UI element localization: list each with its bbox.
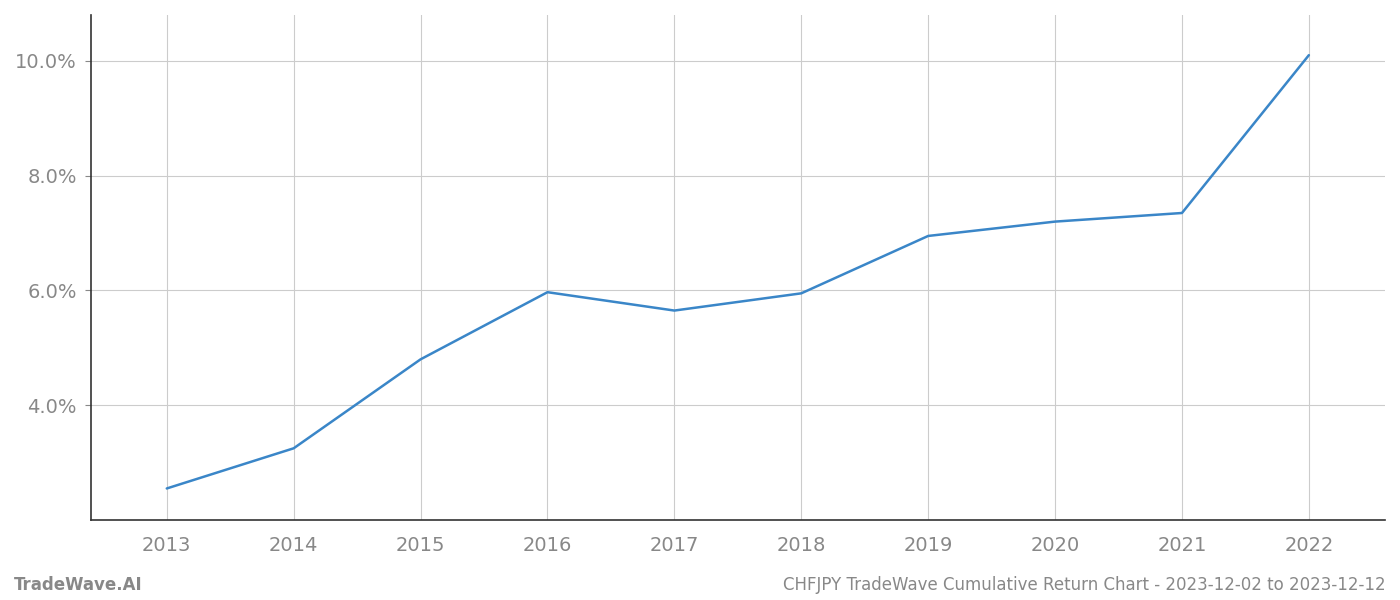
Text: CHFJPY TradeWave Cumulative Return Chart - 2023-12-02 to 2023-12-12: CHFJPY TradeWave Cumulative Return Chart… (784, 576, 1386, 594)
Text: TradeWave.AI: TradeWave.AI (14, 576, 143, 594)
